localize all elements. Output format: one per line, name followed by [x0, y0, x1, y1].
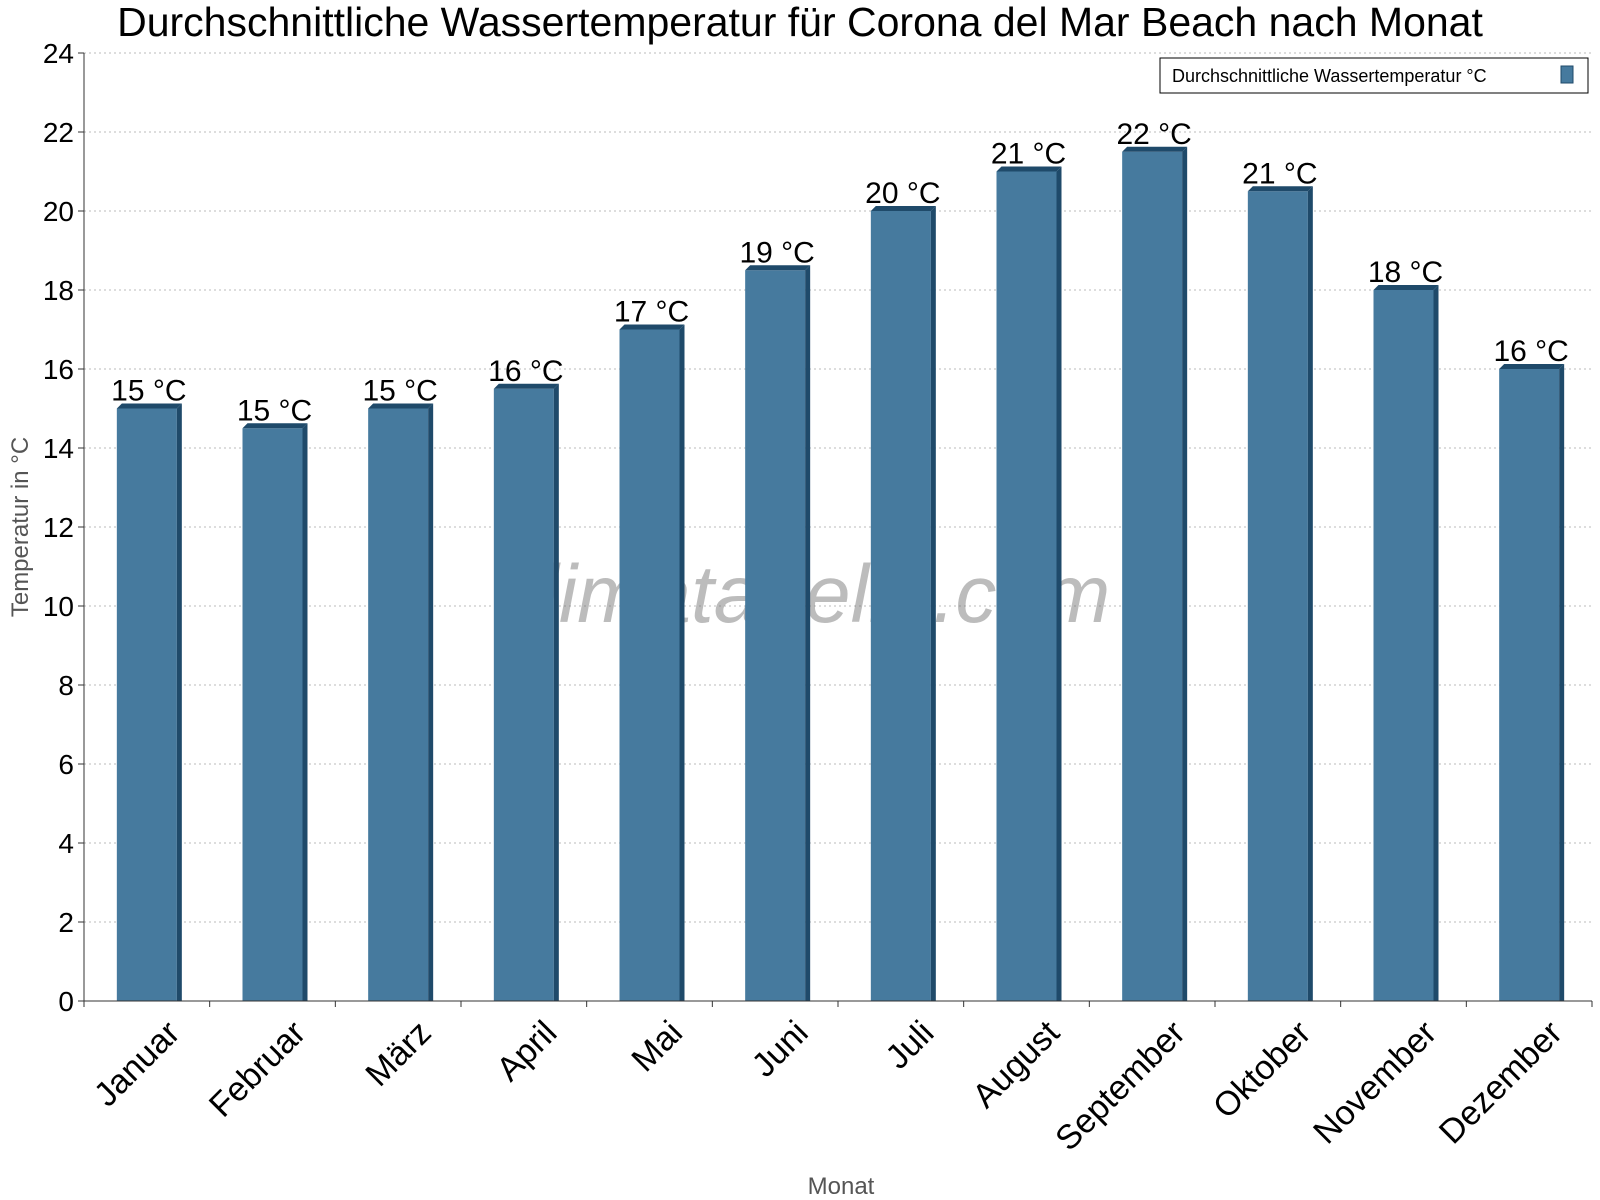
bar [996, 171, 1057, 1001]
legend-label: Durchschnittliche Wassertemperatur °C [1172, 66, 1487, 86]
data-label: 16 °C [488, 355, 563, 388]
data-label: 18 °C [1368, 256, 1443, 289]
x-tick-label: September [1048, 1014, 1192, 1158]
bar-side [1182, 146, 1188, 1001]
bar [870, 211, 931, 1001]
y-tick-label: 16 [43, 354, 74, 385]
bar-top [493, 383, 559, 389]
x-axis-label: Monat [808, 1173, 875, 1200]
data-labels: 15 °C 15 °C 15 °C 16 °C 17 °C 19 °C 20 °C 21 °C… [111, 118, 1569, 428]
y-tick-label: 0 [58, 986, 74, 1017]
x-tick-label: Januar [87, 1014, 187, 1114]
x-tick-label: Juni [745, 1014, 816, 1085]
data-label: 20 °C [865, 177, 940, 210]
x-tick-label: Februar [202, 1014, 313, 1125]
bar-side [805, 265, 811, 1001]
legend-box [1159, 57, 1589, 94]
bar [242, 428, 303, 1001]
bars [116, 146, 1565, 1001]
bar [1373, 290, 1434, 1001]
y-axis-label: Temperatur in °C [7, 437, 34, 617]
y-tick-label: 14 [43, 433, 74, 464]
x-tick-label: April [489, 1014, 564, 1089]
bar-top [619, 324, 685, 330]
y-tick-label: 10 [43, 591, 74, 622]
bar-side [1433, 285, 1439, 1001]
bar [368, 408, 429, 1001]
bar-top [1122, 146, 1188, 152]
bar-side [1307, 186, 1313, 1001]
data-label: 16 °C [1493, 335, 1568, 368]
bar-top [242, 423, 308, 429]
data-label: 15 °C [362, 375, 437, 408]
data-label: 21 °C [991, 138, 1066, 171]
bar-side [1056, 166, 1062, 1001]
data-label: 22 °C [1116, 118, 1191, 151]
bar [745, 270, 806, 1001]
bar-side [930, 206, 936, 1001]
bar [493, 388, 554, 1001]
bar-side [679, 324, 685, 1001]
data-label: 19 °C [739, 236, 814, 269]
data-label: 21 °C [1242, 157, 1317, 190]
bar [116, 408, 177, 1001]
bar [1122, 151, 1183, 1001]
bar [1247, 191, 1308, 1001]
y-tick-label: 20 [43, 196, 74, 227]
bar-side [176, 403, 182, 1001]
bar-side [428, 403, 434, 1001]
grid-lines [84, 52, 1592, 923]
x-tick-label: November [1306, 1014, 1444, 1152]
y-tick-label: 12 [43, 512, 74, 543]
data-label: 17 °C [614, 296, 689, 329]
y-tick-label: 2 [58, 907, 74, 938]
bar-side [553, 383, 559, 1001]
y-tick-label: 6 [58, 749, 74, 780]
bar-top [1373, 285, 1439, 290]
x-tick-label: Juli [878, 1014, 941, 1077]
bar [1499, 369, 1560, 1001]
y-tick-label: 18 [43, 275, 74, 306]
x-tick-label: August [965, 1013, 1067, 1115]
bar-top [1499, 364, 1565, 369]
bar-top [870, 206, 936, 211]
y-tick-label: 4 [58, 828, 74, 859]
x-tick-label: Oktober [1206, 1014, 1318, 1126]
legend-swatch [1560, 65, 1574, 84]
bar-top [745, 265, 811, 271]
data-label: 15 °C [237, 394, 312, 427]
bar-side [302, 423, 308, 1001]
chart-title: Durchschnittliche Wassertemperatur für C… [117, 0, 1483, 45]
bar-top [1247, 186, 1313, 192]
y-tick-label: 8 [58, 670, 74, 701]
bar-top [996, 166, 1062, 172]
x-tick-label: März [358, 1014, 438, 1094]
x-axis-ticks: Januar Februar März April Mai Juni Juli AugustS… [83, 1001, 1593, 1158]
y-tick-label: 24 [43, 38, 74, 69]
data-label: 15 °C [111, 375, 186, 408]
x-tick-label: Mai [624, 1014, 690, 1080]
x-tick-label: Dezember [1432, 1014, 1570, 1152]
bar [619, 329, 680, 1001]
bar-top [368, 403, 434, 409]
legend: Durchschnittliche Wassertemperatur °C [1159, 57, 1589, 94]
bar-top [116, 403, 182, 409]
y-tick-label: 22 [43, 117, 74, 148]
bar-side [1559, 364, 1565, 1001]
